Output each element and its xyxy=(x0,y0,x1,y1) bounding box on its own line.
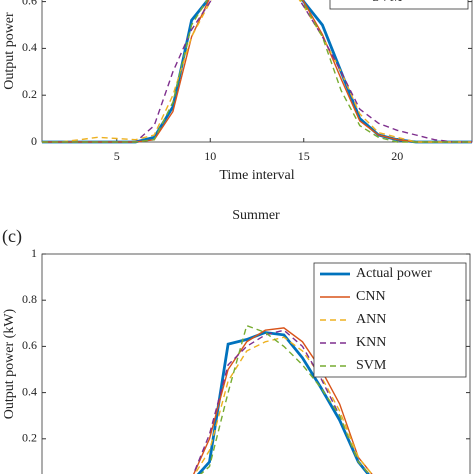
series-line xyxy=(42,0,472,143)
x-tick-label: 15 xyxy=(298,149,310,163)
y-tick-label: 0.2 xyxy=(22,431,37,445)
y-tick-label: 0.2 xyxy=(22,87,37,101)
y-tick-label: 0 xyxy=(31,134,37,148)
legend-label: SVM xyxy=(372,0,403,5)
y-tick-label: 0.4 xyxy=(22,40,37,54)
plot-frame xyxy=(41,0,473,143)
y-tick-label: 0.8 xyxy=(22,292,37,306)
legend-label: SVM xyxy=(356,358,387,373)
series-line xyxy=(42,0,472,143)
y-axis-label: Output power xyxy=(2,12,17,90)
series-line xyxy=(42,0,472,144)
y-axis-label: Output power (kW) xyxy=(2,308,17,419)
legend-box xyxy=(329,0,469,10)
legend-label: KNN xyxy=(356,335,386,350)
chart-title: Summer xyxy=(232,208,280,223)
x-tick-label: 10 xyxy=(204,149,216,163)
series-line xyxy=(42,0,472,143)
series-line xyxy=(194,336,373,474)
legend-label: CNN xyxy=(356,289,386,304)
series-line xyxy=(192,327,373,474)
legend-box xyxy=(313,262,467,378)
legend-label: ANN xyxy=(356,312,386,327)
x-axis-label: Time interval xyxy=(219,168,294,183)
y-tick-label: 1 xyxy=(31,246,37,260)
x-tick-label: 20 xyxy=(391,149,403,163)
y-tick-label: 0.4 xyxy=(22,384,37,398)
y-tick-label: 0.6 xyxy=(22,0,37,7)
series-line xyxy=(42,0,472,143)
y-tick-label: 0.6 xyxy=(22,338,37,352)
legend-label: Actual power xyxy=(356,266,432,281)
panel-label: (c) xyxy=(2,226,22,247)
x-tick-label: 5 xyxy=(114,149,120,163)
plot-frame xyxy=(41,253,471,474)
